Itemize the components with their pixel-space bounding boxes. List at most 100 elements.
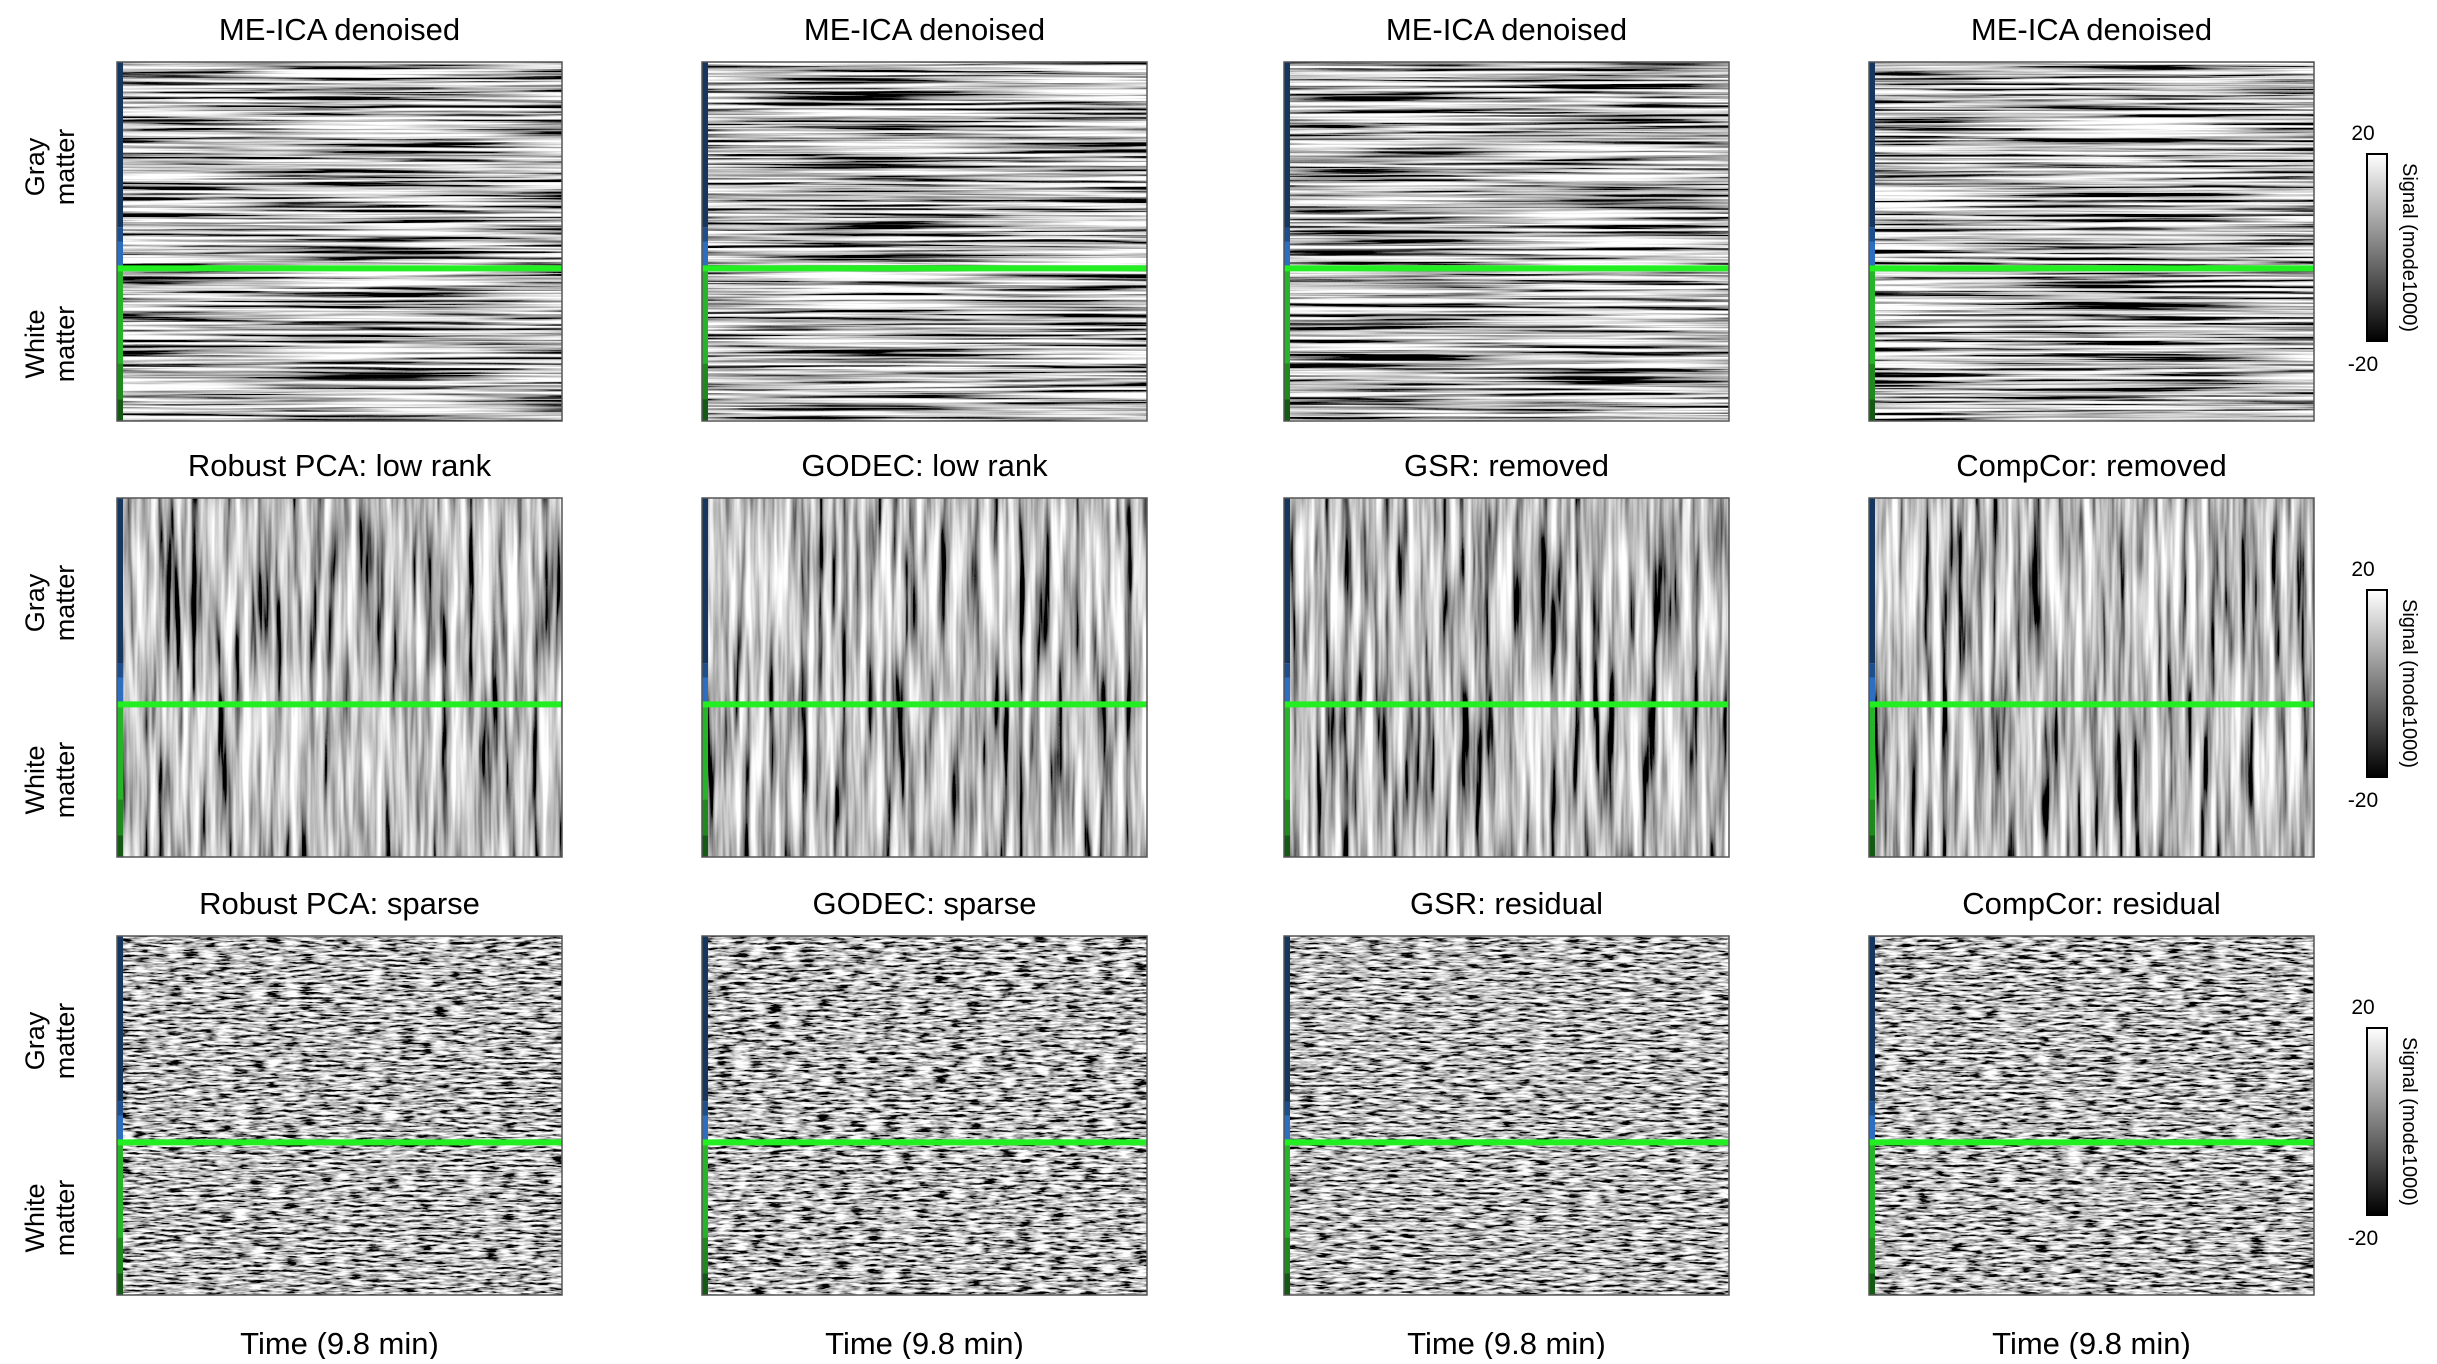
tissue-strip	[1284, 1142, 1290, 1237]
tissue-strip	[702, 1142, 708, 1237]
tissue-strip	[117, 242, 123, 269]
tissue-strip	[702, 1273, 708, 1295]
tissue-strip	[1284, 268, 1290, 363]
row-label-line: matter	[50, 1003, 80, 1080]
row-label-line: matter	[50, 565, 80, 642]
tissue-strip	[1869, 242, 1875, 269]
row-label-line: matter	[50, 306, 80, 383]
carpet-plot	[1284, 62, 1729, 421]
tissue-strip	[702, 704, 708, 799]
x-axis-label: Time (9.8 min)	[1407, 1326, 1606, 1359]
tissue-strip	[1869, 1142, 1875, 1237]
tissue-strip	[1284, 663, 1290, 677]
tissue-strip	[702, 242, 708, 269]
panel-title: Robust PCA: sparse	[199, 886, 480, 921]
tissue-strip	[702, 399, 708, 421]
tissue-strip	[1869, 399, 1875, 421]
tissue-strip	[702, 498, 708, 663]
tissue-strip	[702, 936, 708, 1101]
colorbar-tick-label: -20	[2348, 353, 2378, 376]
tissue-strip	[702, 835, 708, 857]
tissue-strip	[702, 1101, 708, 1115]
row-label-line: Gray	[20, 137, 50, 196]
panel-title: ME-ICA denoised	[1971, 12, 2212, 47]
tissue-strip	[1869, 364, 1875, 400]
tissue-strip	[117, 62, 123, 227]
tissue-strip	[702, 1238, 708, 1274]
tissue-strip	[1869, 678, 1875, 705]
tissue-strip	[1869, 1238, 1875, 1274]
tissue-strip	[117, 1101, 123, 1115]
tissue-strip	[117, 498, 123, 663]
panel-title: ME-ICA denoised	[219, 12, 460, 47]
tissue-strip	[702, 1116, 708, 1143]
carpet-plot	[1869, 936, 2314, 1295]
row-label-line: matter	[50, 1180, 80, 1257]
tissue-strip	[702, 62, 708, 227]
colorbar-tick-label: 20	[2351, 122, 2374, 145]
row-label-line: White	[20, 745, 50, 814]
row-label: Graymatter	[20, 565, 80, 642]
carpet-plot	[702, 62, 1147, 421]
tissue-strip	[1869, 704, 1875, 799]
panel-title: ME-ICA denoised	[804, 12, 1045, 47]
tissue-strip	[117, 835, 123, 857]
carpet-plot	[1284, 498, 1729, 857]
x-axis-label: Time (9.8 min)	[240, 1326, 439, 1359]
row-label-line: White	[20, 309, 50, 378]
tissue-strip	[1284, 678, 1290, 705]
carpet-plot	[1869, 62, 2314, 421]
tissue-strip	[1869, 227, 1875, 241]
colorbar-label: Signal (mode1000)	[2398, 163, 2420, 332]
carpet-plot	[117, 62, 562, 421]
panel-title: GODEC: sparse	[813, 886, 1037, 921]
tissue-strip	[1869, 498, 1875, 663]
tissue-strip	[1284, 1101, 1290, 1115]
panel-title: CompCor: residual	[1962, 886, 2220, 921]
tissue-strip	[1284, 62, 1290, 227]
colorbar	[2367, 154, 2387, 341]
tissue-strip	[1284, 1238, 1290, 1274]
tissue-strip	[117, 1142, 123, 1237]
tissue-strip	[1869, 663, 1875, 677]
colorbar-tick-label: -20	[2348, 1227, 2378, 1250]
tissue-strip	[1869, 800, 1875, 836]
tissue-strip	[117, 268, 123, 363]
colorbar-label: Signal (mode1000)	[2398, 1037, 2420, 1206]
tissue-strip	[1869, 62, 1875, 227]
carpet-plot	[1284, 936, 1729, 1295]
tissue-strip	[117, 800, 123, 836]
tissue-strip	[1284, 800, 1290, 836]
panel-title: GSR: removed	[1404, 448, 1609, 483]
tissue-strip	[117, 663, 123, 677]
row-label-line: matter	[50, 742, 80, 819]
tissue-strip	[702, 678, 708, 705]
figure: ME-ICA denoised ME-ICA denoised ME-ICA den…	[0, 0, 2437, 1359]
x-axis-label: Time (9.8 min)	[1992, 1326, 2191, 1359]
tissue-strip	[1869, 1101, 1875, 1115]
colorbar-tick-label: 20	[2351, 996, 2374, 1019]
tissue-strip	[1284, 227, 1290, 241]
row-label-line: Gray	[20, 1011, 50, 1070]
carpet-plot	[702, 498, 1147, 857]
carpet-plot	[117, 498, 562, 857]
row-label-line: matter	[50, 129, 80, 206]
tissue-strip	[117, 936, 123, 1101]
tissue-strip	[1284, 1273, 1290, 1295]
tissue-strip	[702, 227, 708, 241]
row-label: Graymatter	[20, 129, 80, 206]
panel-title: ME-ICA denoised	[1386, 12, 1627, 47]
panel-title: GODEC: low rank	[801, 448, 1048, 483]
tissue-strip	[117, 227, 123, 241]
tissue-strip	[117, 704, 123, 799]
tissue-strip	[1869, 1273, 1875, 1295]
tissue-strip	[117, 399, 123, 421]
colorbar-tick-label: 20	[2351, 558, 2374, 581]
panel-title: CompCor: removed	[1956, 448, 2226, 483]
carpet-plot	[1869, 498, 2314, 857]
colorbar	[2367, 590, 2387, 777]
row-label: Whitematter	[20, 1180, 80, 1257]
tissue-strip	[117, 1273, 123, 1295]
tissue-strip	[1284, 835, 1290, 857]
tissue-strip	[117, 364, 123, 400]
